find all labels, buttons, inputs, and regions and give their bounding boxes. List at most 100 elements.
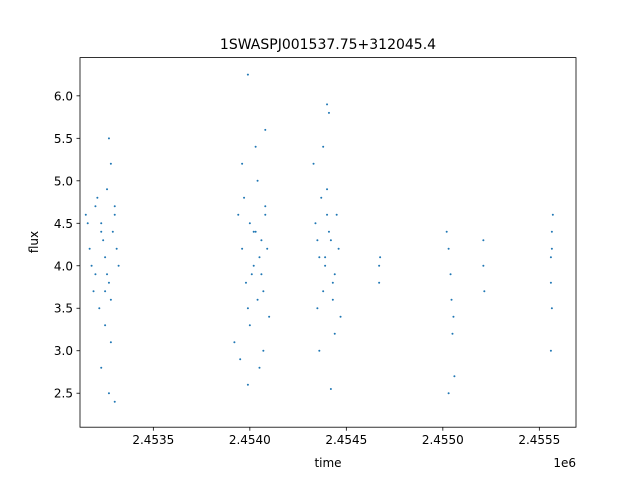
x-axis-label: time xyxy=(314,456,341,470)
data-point xyxy=(447,247,450,250)
data-point xyxy=(246,307,249,310)
data-point xyxy=(96,196,99,199)
data-point xyxy=(327,230,330,233)
data-point xyxy=(256,298,259,301)
data-point xyxy=(447,392,450,395)
data-point xyxy=(320,196,323,199)
data-point xyxy=(100,222,103,225)
data-point xyxy=(378,264,381,267)
data-point xyxy=(453,375,456,378)
data-point xyxy=(111,230,114,233)
chart-title: 1SWASPJ001537.75+312045.4 xyxy=(220,37,436,53)
data-point xyxy=(109,162,112,165)
data-point xyxy=(316,239,319,242)
scatter-points xyxy=(84,73,554,403)
data-point xyxy=(322,290,325,293)
data-point xyxy=(550,307,553,310)
data-point xyxy=(250,273,253,276)
data-point xyxy=(117,264,120,267)
data-point xyxy=(549,349,552,352)
data-point xyxy=(107,392,110,395)
data-point xyxy=(445,230,448,233)
data-point xyxy=(333,332,336,335)
data-point xyxy=(254,230,257,233)
y-tick-label: 3.5 xyxy=(54,302,73,316)
data-point xyxy=(254,145,257,148)
y-tick-label: 3.0 xyxy=(54,344,73,358)
data-point xyxy=(314,222,317,225)
data-point xyxy=(107,281,110,284)
data-point xyxy=(379,256,382,259)
x-tick-label: 2.4535 xyxy=(132,433,174,447)
data-point xyxy=(252,264,255,267)
data-point xyxy=(241,247,244,250)
data-point xyxy=(551,213,554,216)
y-axis-ticks: 2.5 3.0 3.5 4.0 4.5 5.0 5.5 6.0 xyxy=(54,89,80,401)
data-point xyxy=(327,111,330,114)
data-point xyxy=(113,400,116,403)
data-point xyxy=(104,290,107,293)
data-point xyxy=(244,281,247,284)
y-tick-label: 6.0 xyxy=(54,89,73,103)
data-point xyxy=(262,290,265,293)
data-point xyxy=(482,264,485,267)
data-point xyxy=(86,222,89,225)
data-point xyxy=(331,298,334,301)
y-tick-label: 2.5 xyxy=(54,387,73,401)
x-tick-label: 2.4540 xyxy=(229,433,271,447)
data-point xyxy=(331,281,334,284)
data-point xyxy=(550,247,553,250)
y-tick-label: 5.5 xyxy=(54,132,73,146)
data-point xyxy=(549,281,552,284)
y-tick-label: 4.5 xyxy=(54,217,73,231)
data-point xyxy=(88,247,91,250)
x-axis-ticks: 2.4535 2.4540 2.4545 2.4550 2.4555 xyxy=(132,427,560,447)
data-point xyxy=(318,349,321,352)
data-point xyxy=(109,298,112,301)
data-point xyxy=(333,273,336,276)
data-point xyxy=(94,205,97,208)
data-point xyxy=(248,222,251,225)
data-point xyxy=(549,256,552,259)
data-point xyxy=(90,264,93,267)
data-point xyxy=(316,307,319,310)
data-point xyxy=(326,103,329,106)
data-point xyxy=(550,230,553,233)
data-point xyxy=(237,213,240,216)
data-point xyxy=(264,205,267,208)
data-point xyxy=(258,256,261,259)
data-point xyxy=(256,179,259,182)
data-point xyxy=(92,290,95,293)
x-tick-label: 2.4555 xyxy=(518,433,560,447)
data-point xyxy=(262,349,265,352)
data-point xyxy=(109,341,112,344)
data-point xyxy=(94,273,97,276)
data-point xyxy=(98,307,101,310)
data-point xyxy=(264,128,267,131)
data-point xyxy=(324,264,327,267)
data-point xyxy=(106,273,109,276)
data-point xyxy=(243,196,246,199)
data-point xyxy=(104,324,107,327)
data-point xyxy=(449,273,452,276)
data-point xyxy=(318,256,321,259)
data-point xyxy=(260,273,263,276)
data-point xyxy=(312,162,315,165)
data-point xyxy=(329,387,332,390)
data-point xyxy=(335,213,338,216)
y-axis-label: flux xyxy=(27,231,41,253)
data-point xyxy=(106,188,109,191)
data-point xyxy=(113,205,116,208)
data-point xyxy=(322,145,325,148)
plot-frame xyxy=(79,57,577,428)
data-point xyxy=(451,332,454,335)
data-point xyxy=(337,247,340,250)
data-point xyxy=(260,239,263,242)
data-point xyxy=(329,239,332,242)
data-point xyxy=(339,315,342,318)
data-point xyxy=(100,366,103,369)
data-point xyxy=(100,230,103,233)
y-tick-label: 5.0 xyxy=(54,174,73,188)
plot-area xyxy=(80,57,576,428)
